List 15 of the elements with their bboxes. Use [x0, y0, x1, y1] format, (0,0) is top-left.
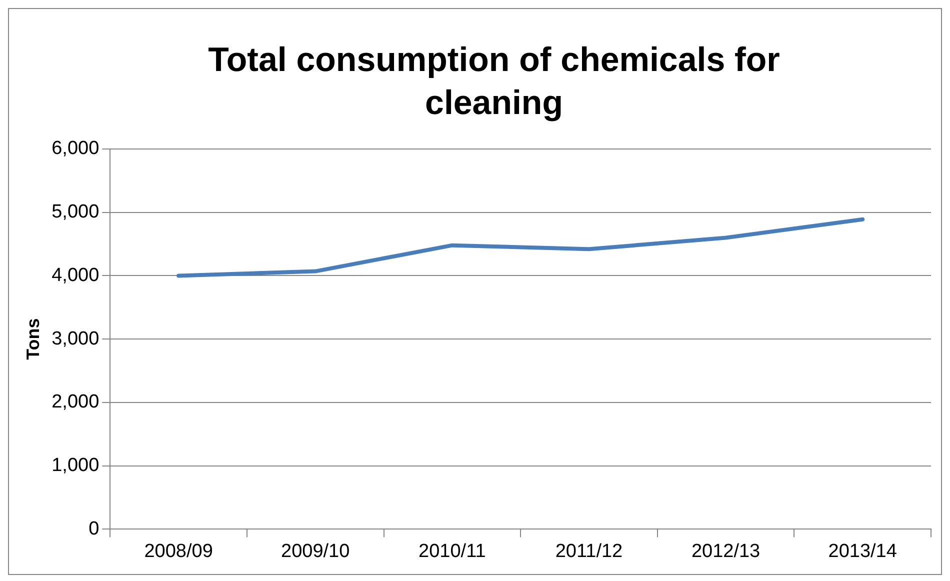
y-tick-label: 6,000	[52, 138, 100, 160]
chart-title: Total consumption of chemicals for cleaning	[207, 40, 781, 124]
y-tick-label: 0	[88, 518, 100, 540]
y-tick-label: 1,000	[52, 455, 100, 476]
x-tick-label: 2012/13	[691, 540, 760, 562]
y-tick-label: 3,000	[52, 328, 100, 350]
y-tick-label: 4,000	[52, 264, 100, 286]
x-tick-label: 2013/14	[828, 540, 898, 562]
x-tick-label: 2011/12	[555, 540, 623, 562]
x-tick-label: 2008/09	[144, 540, 213, 562]
y-axis-title: Tons	[22, 318, 43, 360]
y-tick-label: 5,000	[52, 202, 100, 223]
x-tick-label: 2010/11	[418, 540, 486, 562]
y-tick-label: 2,000	[52, 392, 100, 413]
x-tick-label: 2009/10	[281, 540, 350, 562]
